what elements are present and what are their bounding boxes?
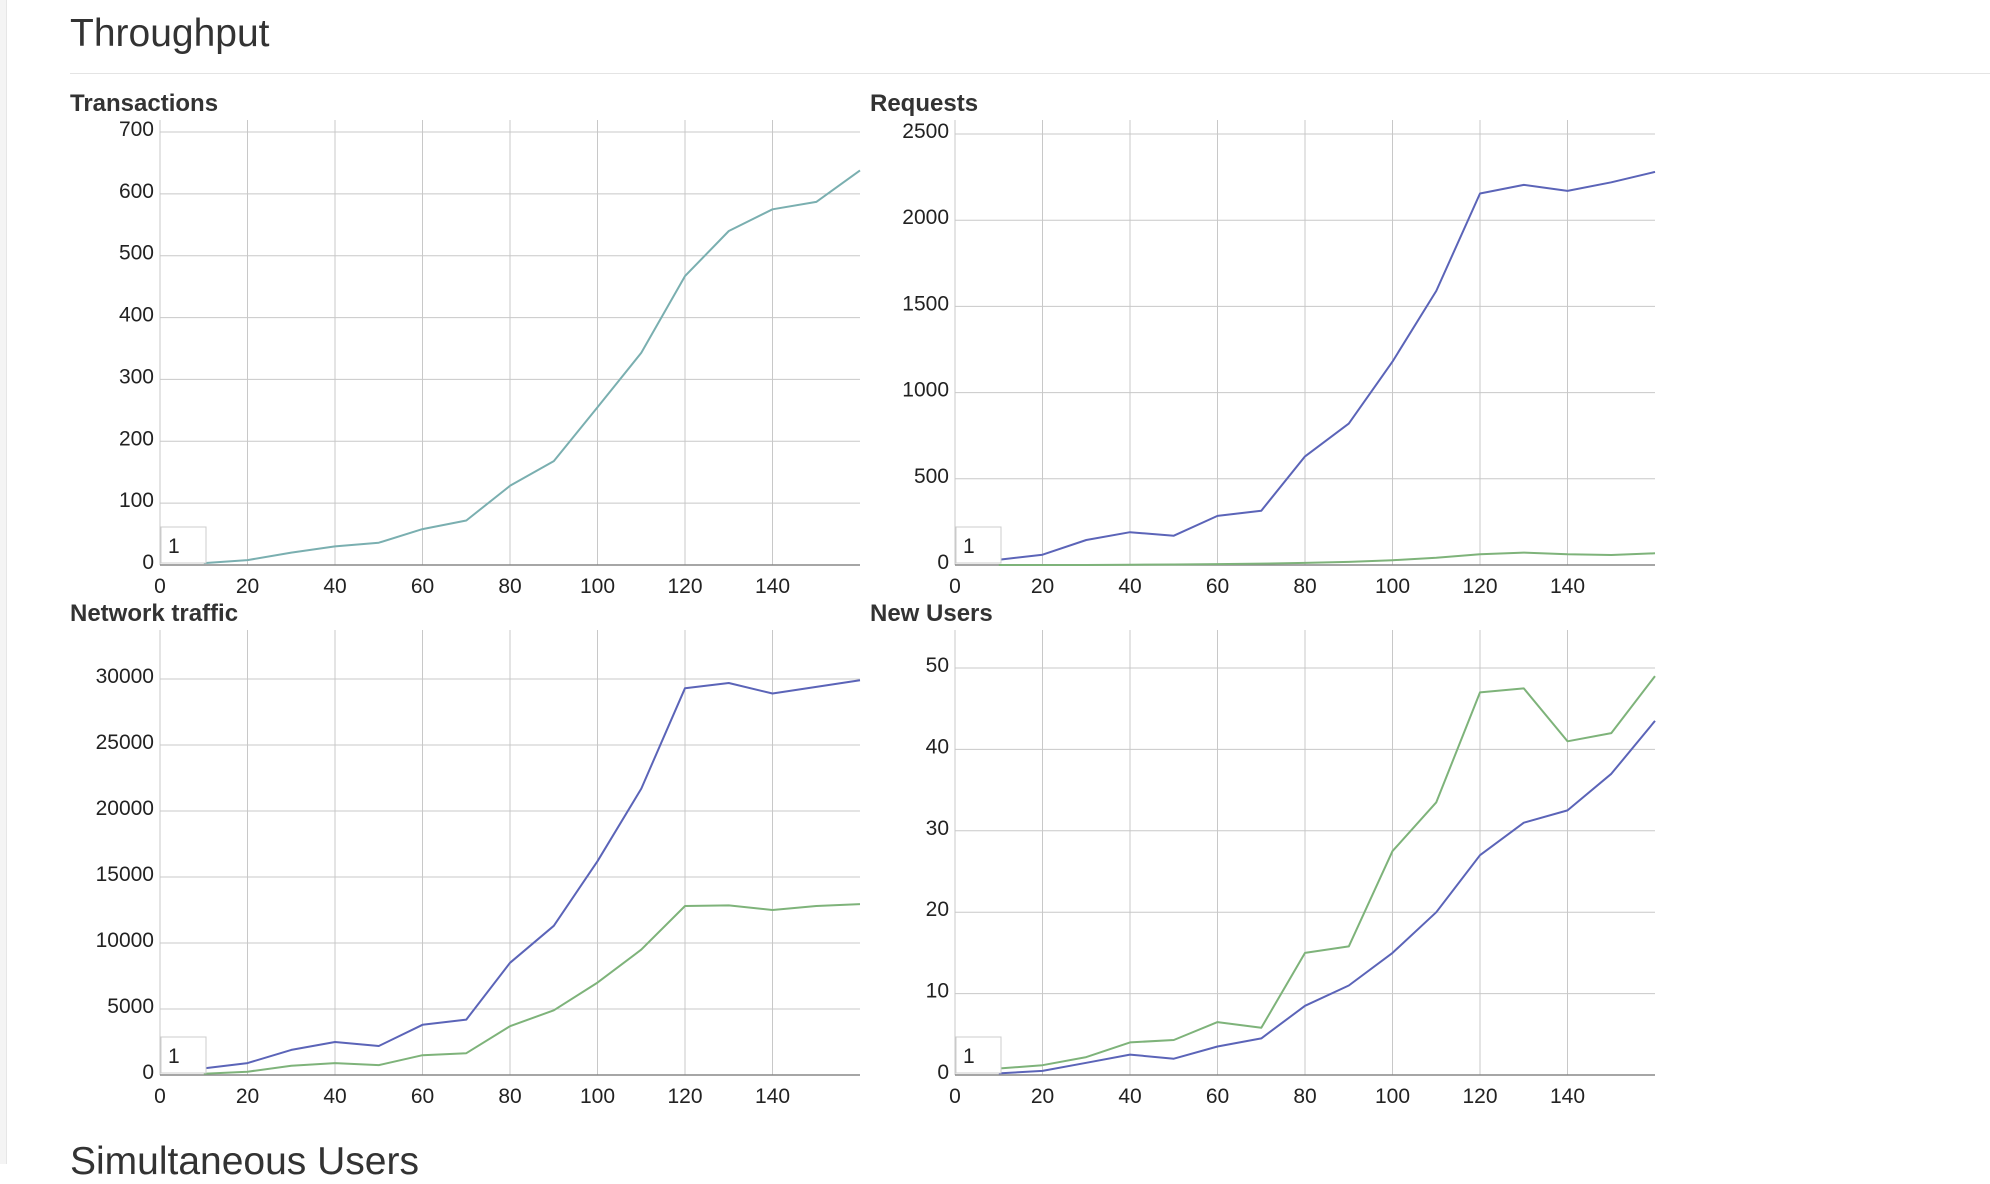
x-tick-label: 140 — [1550, 1085, 1585, 1108]
y-tick-label: 5000 — [107, 995, 154, 1018]
x-tick-label: 40 — [1118, 575, 1141, 598]
series-line — [999, 172, 1655, 560]
y-tick-label: 15000 — [96, 863, 154, 886]
x-tick-label: 140 — [755, 1085, 790, 1108]
x-tick-label: 60 — [1206, 1085, 1229, 1108]
x-tick-label: 60 — [411, 1085, 434, 1108]
x-tick-label: 40 — [323, 1085, 346, 1108]
chart-network-traffic: 0 5000 10000 15000 20000 25000 30000 0 20 40 60 80 1… — [0, 622, 870, 1112]
y-tick-label: 50 — [926, 654, 949, 677]
section-divider — [70, 73, 1990, 74]
legend-label: 1 — [168, 535, 180, 558]
x-tick-label: 100 — [580, 575, 615, 598]
legend-label: 1 — [963, 535, 975, 558]
x-tick-label: 60 — [411, 575, 434, 598]
y-tick-label: 1000 — [902, 379, 949, 402]
y-tick-label: 100 — [119, 489, 154, 512]
x-tick-label: 80 — [1293, 575, 1316, 598]
y-tick-label: 500 — [119, 242, 154, 265]
x-tick-label: 120 — [1462, 575, 1497, 598]
x-tick-label: 100 — [580, 1085, 615, 1108]
y-tick-label: 600 — [119, 180, 154, 203]
x-tick-label: 120 — [667, 575, 702, 598]
x-tick-label: 40 — [323, 575, 346, 598]
x-tick-label: 140 — [755, 575, 790, 598]
series-line — [204, 170, 860, 563]
y-tick-label: 0 — [937, 1061, 949, 1084]
x-tick-label: 120 — [1462, 1085, 1497, 1108]
x-tick-label: 80 — [1293, 1085, 1316, 1108]
y-tick-label: 700 — [119, 118, 154, 141]
y-tick-label: 30 — [926, 817, 949, 840]
section-title-simultaneous-users: Simultaneous Users — [70, 1140, 419, 1184]
x-tick-label: 100 — [1375, 575, 1410, 598]
series-line — [204, 680, 860, 1068]
chart-transactions: 0 100 200 300 400 500 600 700 0 20 40 60 80 100 120 140… — [0, 112, 870, 602]
series-line — [999, 553, 1655, 565]
y-tick-label: 300 — [119, 365, 154, 388]
x-tick-label: 0 — [154, 575, 166, 598]
y-tick-label: 10000 — [96, 929, 154, 952]
legend-label: 1 — [168, 1045, 180, 1068]
x-tick-label: 40 — [1118, 1085, 1141, 1108]
x-tick-label: 20 — [236, 1085, 259, 1108]
y-tick-label: 2500 — [902, 120, 949, 143]
x-tick-label: 20 — [236, 575, 259, 598]
y-tick-label: 200 — [119, 427, 154, 450]
x-tick-label: 80 — [498, 575, 521, 598]
y-tick-label: 25000 — [96, 731, 154, 754]
y-tick-label: 0 — [142, 1061, 154, 1084]
series-line — [999, 721, 1655, 1074]
x-tick-label: 60 — [1206, 575, 1229, 598]
section-title-throughput: Throughput — [70, 12, 269, 56]
x-tick-label: 0 — [154, 1085, 166, 1108]
y-tick-label: 500 — [914, 465, 949, 488]
chart-requests: 0 500 1000 1500 2000 2500 0 20 40 60 80 100 120 140 1 — [800, 112, 1670, 602]
y-tick-label: 40 — [926, 735, 949, 758]
legend-label: 1 — [963, 1045, 975, 1068]
x-tick-label: 0 — [949, 1085, 961, 1108]
x-tick-label: 80 — [498, 1085, 521, 1108]
chart-new-users: 0 10 20 30 40 50 0 20 40 60 80 100 120 140 1 — [800, 622, 1670, 1112]
y-tick-label: 10 — [926, 980, 949, 1003]
y-tick-label: 20000 — [96, 797, 154, 820]
x-tick-label: 120 — [667, 1085, 702, 1108]
y-tick-label: 0 — [937, 551, 949, 574]
x-tick-label: 20 — [1031, 1085, 1054, 1108]
x-tick-label: 140 — [1550, 575, 1585, 598]
x-tick-label: 0 — [949, 575, 961, 598]
x-tick-label: 100 — [1375, 1085, 1410, 1108]
series-line — [999, 676, 1655, 1068]
y-tick-label: 0 — [142, 551, 154, 574]
y-tick-label: 1500 — [902, 292, 949, 315]
y-tick-label: 30000 — [96, 665, 154, 688]
y-tick-label: 20 — [926, 898, 949, 921]
y-tick-label: 2000 — [902, 206, 949, 229]
x-tick-label: 20 — [1031, 575, 1054, 598]
y-tick-label: 400 — [119, 304, 154, 327]
